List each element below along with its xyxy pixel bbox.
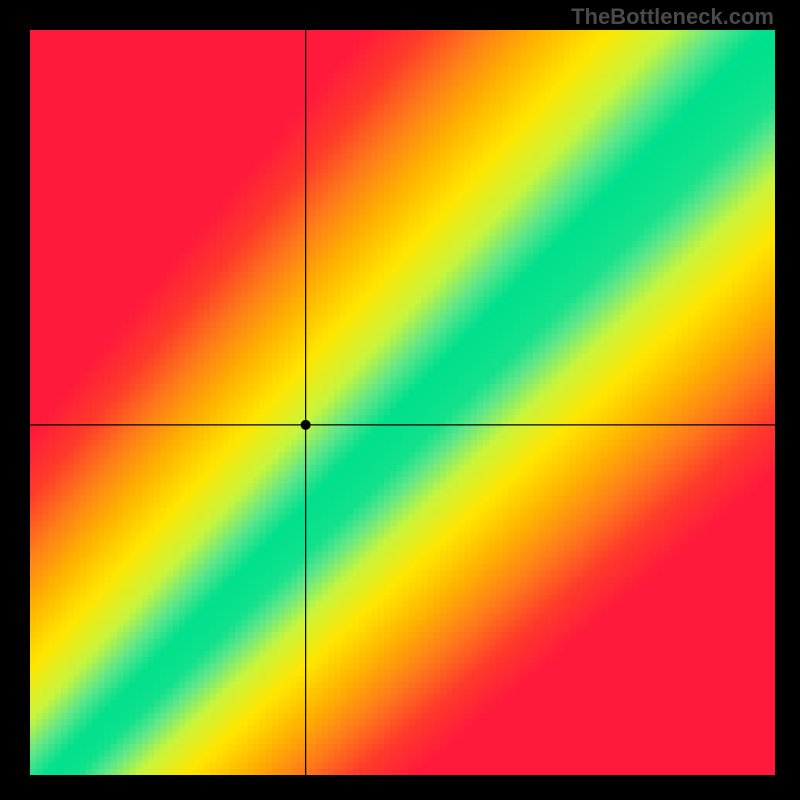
bottleneck-heatmap — [30, 30, 775, 775]
watermark-text: TheBottleneck.com — [571, 4, 774, 30]
chart-container: TheBottleneck.com — [0, 0, 800, 800]
